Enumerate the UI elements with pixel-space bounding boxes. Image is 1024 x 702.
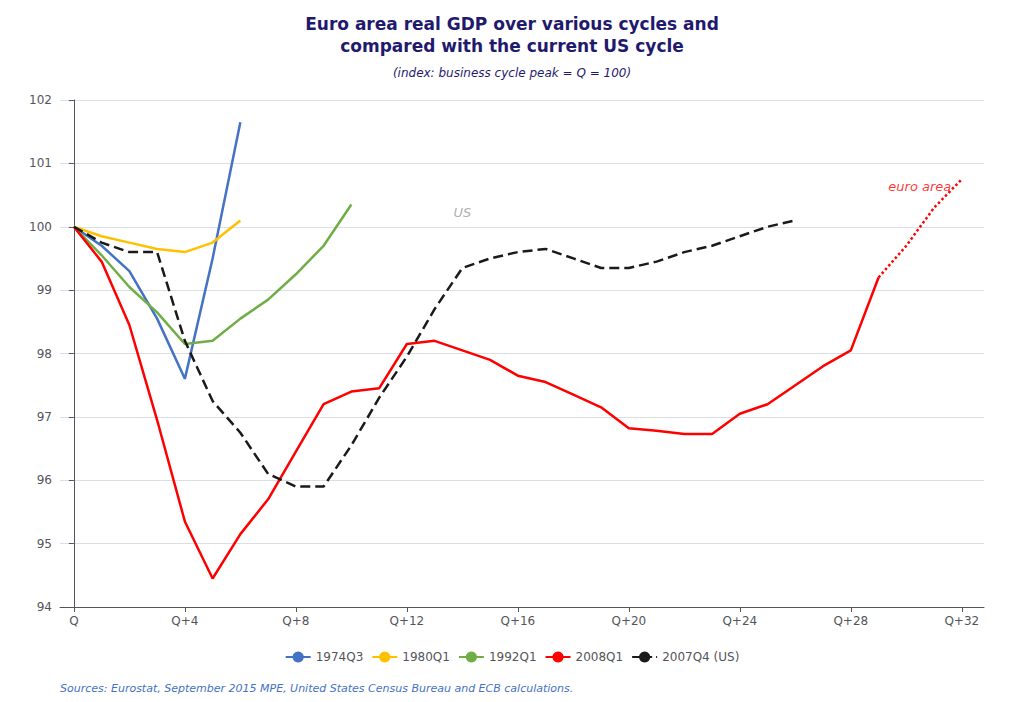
svg-text:99: 99 bbox=[37, 283, 52, 297]
svg-text:(index: business cycle peak =: (index: business cycle peak = Q = 100) bbox=[393, 66, 631, 80]
svg-text:96: 96 bbox=[37, 473, 52, 487]
svg-text:2008Q1: 2008Q1 bbox=[576, 650, 624, 664]
svg-text:1992Q1: 1992Q1 bbox=[489, 650, 537, 664]
svg-text:compared with the current US c: compared with the current US cycle bbox=[340, 36, 684, 56]
svg-text:1974Q3: 1974Q3 bbox=[316, 650, 364, 664]
svg-text:Q: Q bbox=[69, 614, 78, 628]
svg-text:Euro area real GDP over variou: Euro area real GDP over various cycles a… bbox=[305, 14, 719, 34]
svg-text:Q+16: Q+16 bbox=[500, 614, 535, 628]
svg-text:1980Q1: 1980Q1 bbox=[402, 650, 450, 664]
svg-text:94: 94 bbox=[37, 600, 52, 614]
svg-text:95: 95 bbox=[37, 537, 52, 551]
svg-text:102: 102 bbox=[29, 93, 52, 107]
svg-text:2007Q4 (US): 2007Q4 (US) bbox=[662, 650, 739, 664]
svg-text:Sources: Eurostat, September 2: Sources: Eurostat, September 2015 MPE, U… bbox=[60, 682, 573, 695]
svg-text:Q+8: Q+8 bbox=[282, 614, 309, 628]
svg-text:US: US bbox=[453, 205, 471, 220]
svg-text:Q+24: Q+24 bbox=[722, 614, 757, 628]
svg-text:100: 100 bbox=[29, 220, 52, 234]
svg-text:Q+28: Q+28 bbox=[833, 614, 868, 628]
svg-text:101: 101 bbox=[29, 156, 52, 170]
svg-text:Q+32: Q+32 bbox=[944, 614, 979, 628]
svg-text:98: 98 bbox=[37, 347, 52, 361]
svg-text:euro area: euro area bbox=[888, 179, 951, 194]
svg-text:Q+4: Q+4 bbox=[171, 614, 198, 628]
svg-text:Q+12: Q+12 bbox=[389, 614, 424, 628]
svg-text:Q+20: Q+20 bbox=[611, 614, 646, 628]
svg-text:97: 97 bbox=[37, 410, 52, 424]
